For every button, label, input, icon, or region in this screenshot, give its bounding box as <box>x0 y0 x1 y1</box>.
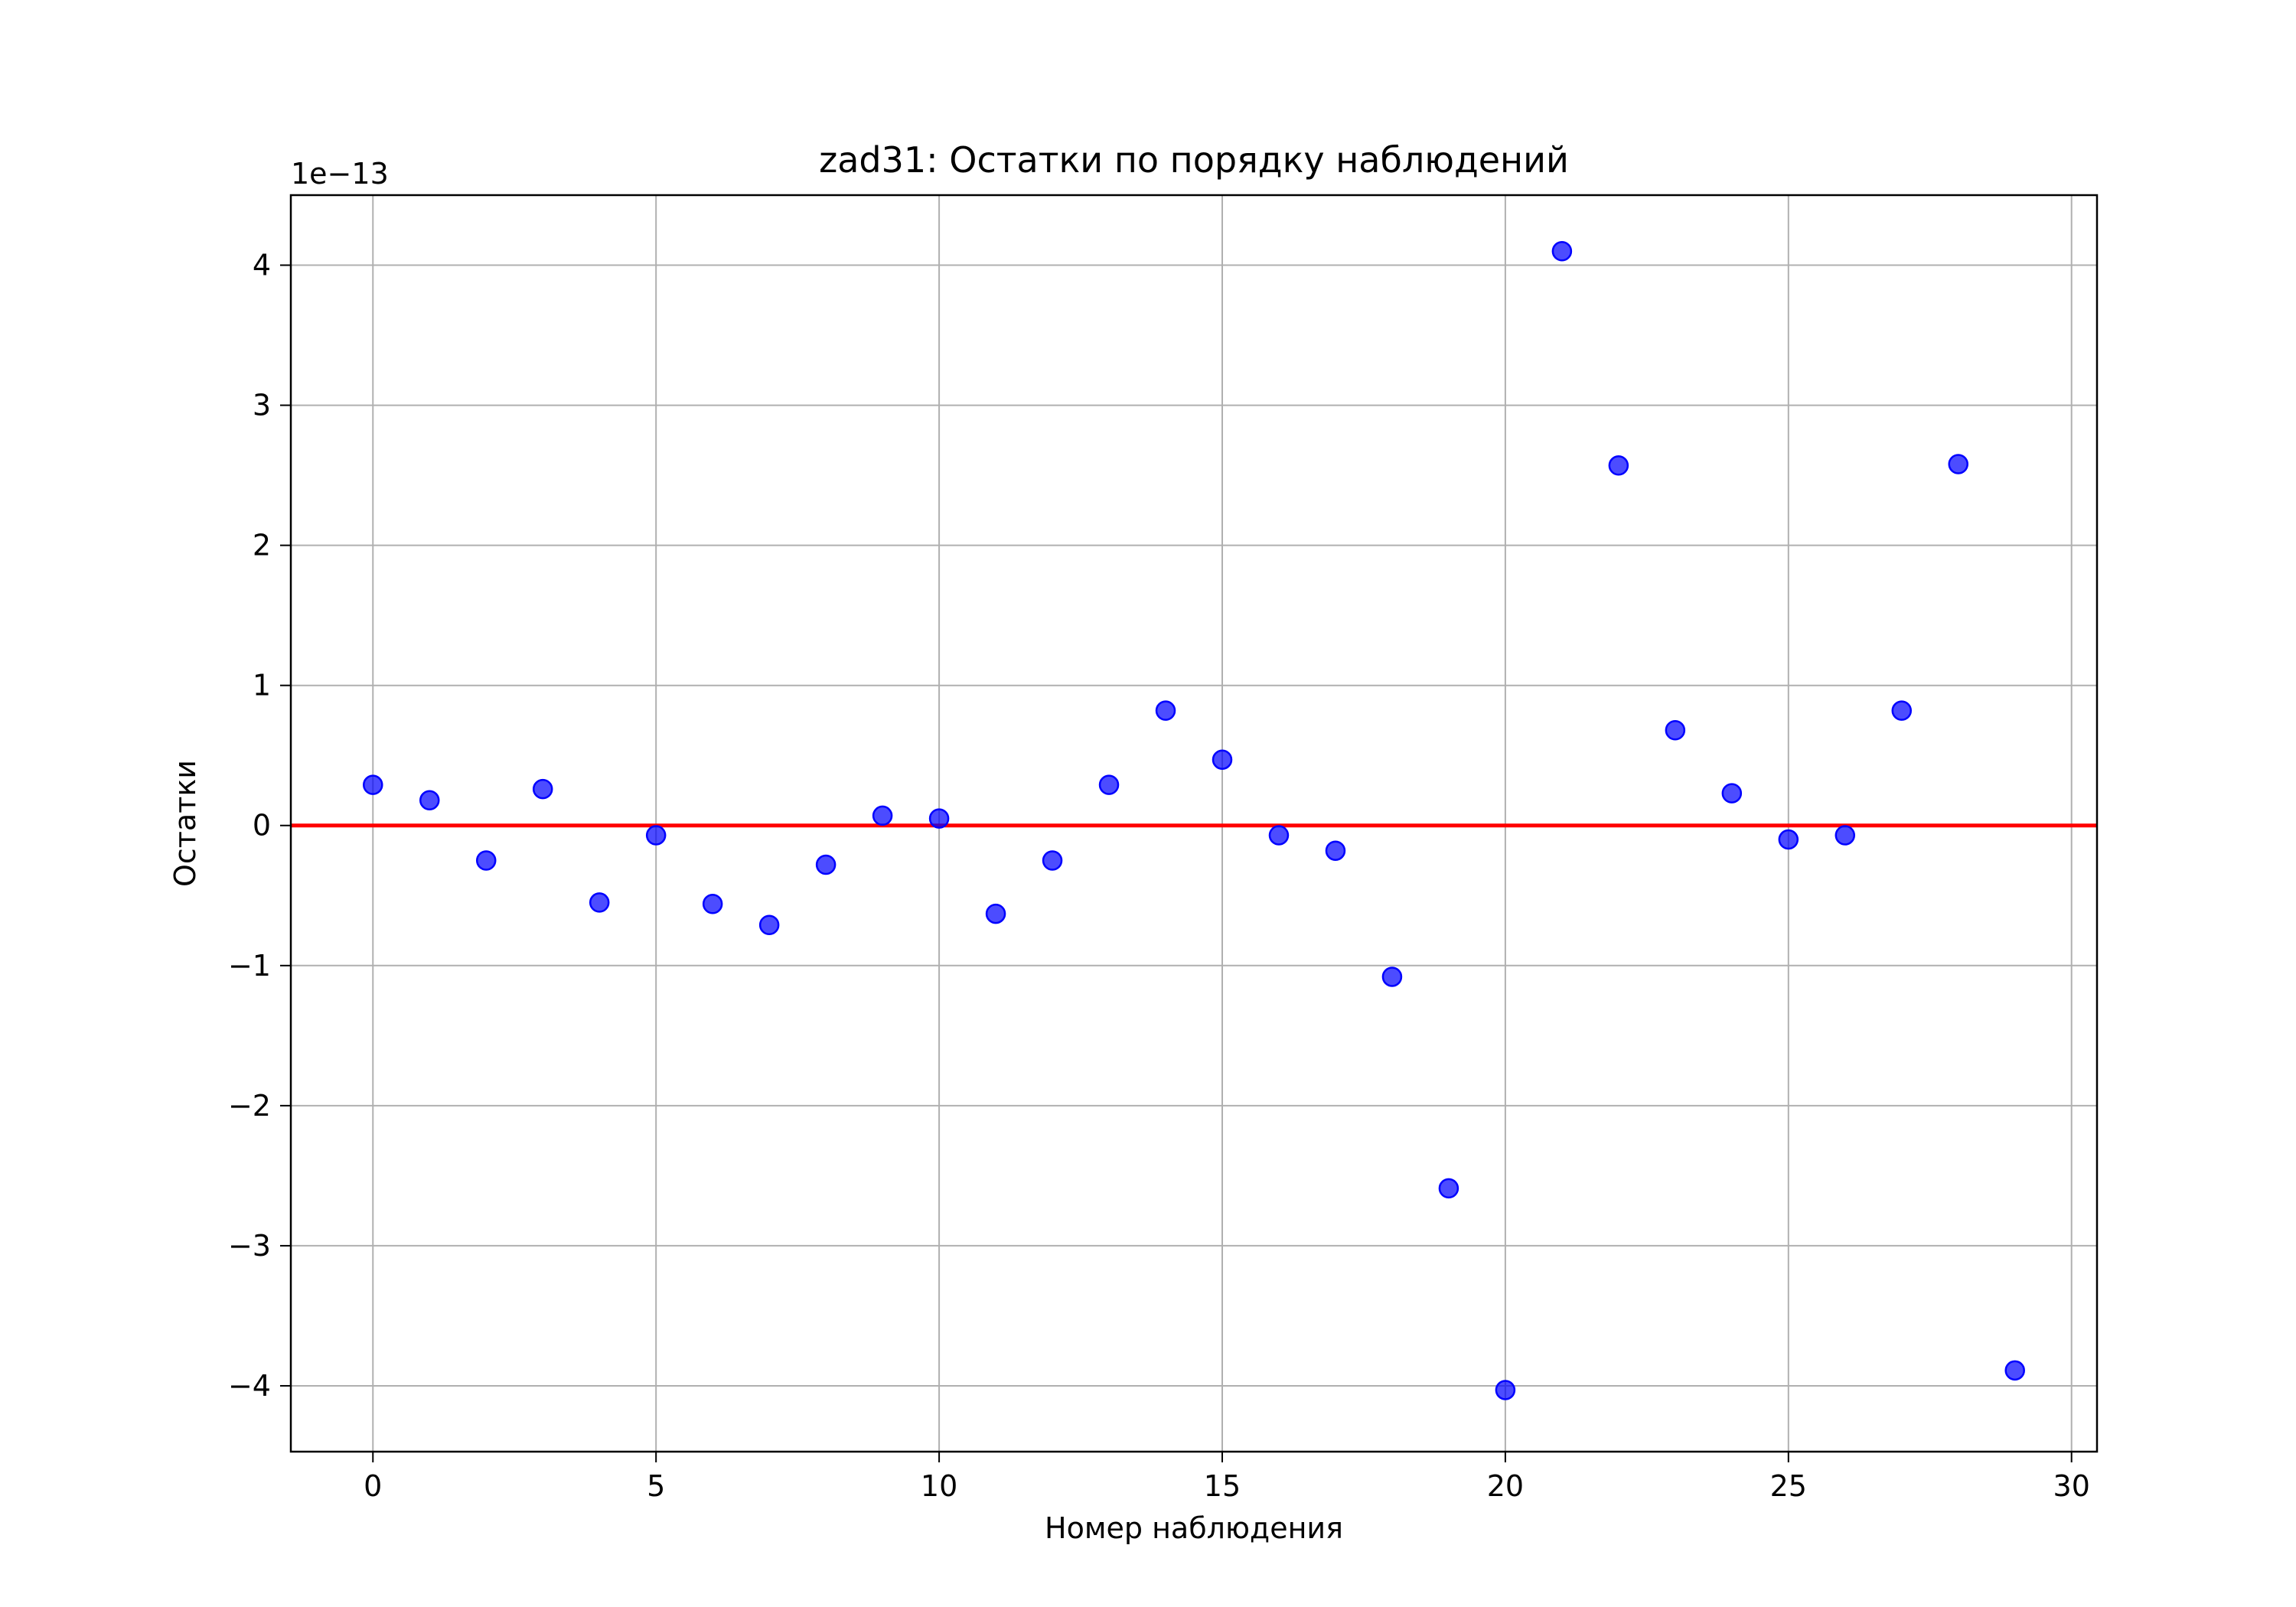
x-tick-label: 15 <box>1204 1469 1241 1503</box>
data-points <box>363 240 2025 1400</box>
x-tick-label: 20 <box>1487 1469 1524 1503</box>
data-point <box>645 825 667 846</box>
y-tick-label: 4 <box>253 249 271 282</box>
data-point <box>1835 825 1856 846</box>
data-point <box>1268 825 1290 846</box>
y-tick-label: −1 <box>228 949 271 983</box>
data-point <box>1381 966 1403 987</box>
data-point <box>1891 700 1913 721</box>
y-tick-label: −2 <box>228 1089 271 1123</box>
data-point <box>1778 829 1799 850</box>
data-point <box>928 808 950 829</box>
data-point <box>1325 840 1346 861</box>
data-point <box>1155 700 1176 721</box>
y-axis-label: Остатки <box>168 760 202 887</box>
data-point <box>1608 455 1629 476</box>
data-point <box>1495 1380 1516 1400</box>
data-point <box>758 914 780 935</box>
y-tick-label: −3 <box>228 1229 271 1263</box>
x-axis-label: Номер наблюдения <box>1045 1511 1343 1545</box>
data-point <box>872 805 893 826</box>
data-point <box>1098 774 1120 795</box>
plot-frame <box>289 194 2099 1453</box>
y-tick-label: 0 <box>253 809 271 843</box>
x-tick-label: 0 <box>364 1469 382 1503</box>
data-point <box>815 854 837 875</box>
y-tick-label: 1 <box>253 669 271 702</box>
x-tick-label: 25 <box>1770 1469 1807 1503</box>
y-tick-label: 2 <box>253 529 271 562</box>
data-point <box>1948 454 1968 474</box>
data-point <box>1438 1178 1459 1199</box>
y-tick-label: −4 <box>228 1369 271 1403</box>
data-point <box>1212 749 1233 770</box>
y-tick-label: 3 <box>253 389 271 422</box>
data-point <box>1665 720 1686 741</box>
data-point <box>532 778 553 800</box>
data-point <box>589 892 610 913</box>
chart-title: zad31: Остатки по порядку наблюдений <box>819 139 1569 181</box>
x-tick-label: 30 <box>2053 1469 2090 1503</box>
x-tick-label: 10 <box>921 1469 957 1503</box>
data-point <box>475 850 497 871</box>
data-point <box>419 790 440 811</box>
data-point <box>2004 1360 2025 1381</box>
x-tick-label: 5 <box>647 1469 665 1503</box>
data-point <box>702 894 723 914</box>
y-offset-label: 1e−13 <box>291 157 389 191</box>
data-point <box>1042 850 1063 871</box>
data-point <box>363 774 383 795</box>
data-point <box>1721 783 1743 804</box>
data-point <box>1551 240 1573 262</box>
data-point <box>985 903 1006 924</box>
